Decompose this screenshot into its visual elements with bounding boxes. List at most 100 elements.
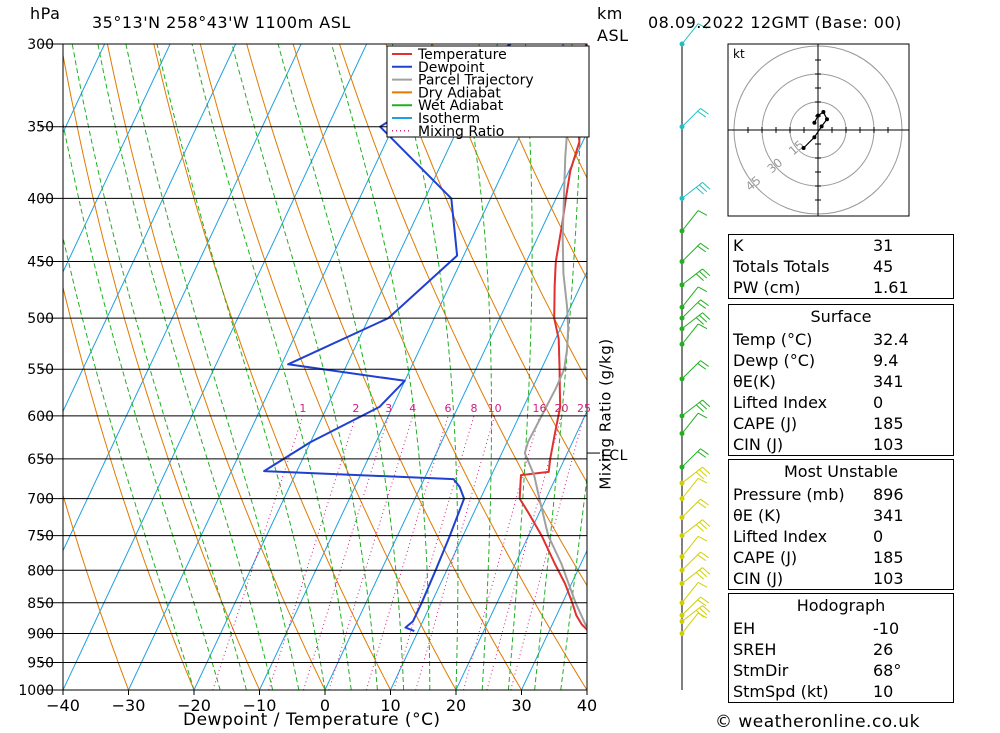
index-label: Lifted Index: [733, 527, 828, 546]
mixing-ratio-label: 2: [352, 402, 359, 415]
wind-barb: [679, 268, 711, 288]
mixing-ratio-label: 4: [409, 402, 416, 415]
wind-barb: [679, 210, 708, 234]
x-tick-label: −10: [243, 696, 277, 715]
wind-barb: [679, 581, 708, 606]
legend-box: [386, 45, 590, 138]
datetime-title: 08.09.2022 12GMT (Base: 00): [648, 13, 902, 32]
index-label: Dewp (°C): [733, 351, 816, 370]
isotherm-line: [324, 131, 587, 690]
index-row-pw: PW (cm) 1.61: [729, 277, 954, 299]
mixing-ratio-label: 1: [299, 402, 306, 415]
dry-adiabat-line: [153, 44, 391, 690]
index-label: θE(K): [733, 372, 776, 391]
mixing-ratio-label: 10: [488, 402, 502, 415]
hodograph-point: [816, 113, 820, 118]
index-value: 26: [873, 640, 894, 659]
index-label: StmSpd (kt): [733, 682, 829, 701]
index-label: θE (K): [733, 506, 781, 525]
y-tick-label: 900: [27, 626, 54, 642]
x-tick-label: −40: [46, 696, 80, 715]
isotherm-line: [259, 44, 564, 690]
dry-adiabat-line: [989, 44, 1000, 690]
index-value: 10: [873, 682, 894, 701]
index-value: -10: [873, 619, 900, 638]
x-tick-label: 30: [511, 696, 531, 715]
wind-barb: [679, 498, 709, 520]
mixing-ratio-axis-label: Mixing Ratio (g/kg): [596, 338, 615, 490]
index-label: Totals Totals: [733, 257, 830, 276]
legend-item-label: Dewpoint: [418, 60, 485, 76]
index-row-tt: Totals Totals 45: [729, 256, 954, 277]
index-value: 9.4: [873, 351, 899, 370]
isotherm-line: [193, 44, 499, 690]
wind-barb: [679, 477, 708, 502]
legend-item-label: Dry Adiabat: [418, 85, 501, 101]
wind-barb: [679, 519, 711, 539]
dry-adiabat-line: [246, 44, 522, 690]
location-title: 35°13'N 258°43'W 1100m ASL: [92, 13, 351, 32]
index-label: CAPE (J): [733, 414, 798, 433]
index-value: 185: [873, 414, 904, 433]
dry-adiabat-line: [431, 44, 587, 382]
wind-barb: [679, 182, 711, 201]
plot-frame: [62, 43, 588, 691]
mixing-ratio-line: [365, 415, 449, 690]
index-label: CIN (J): [733, 569, 784, 588]
isotherm-line: [128, 44, 433, 690]
y-tick-label: 600: [27, 409, 54, 425]
y-tick-label: 850: [27, 596, 54, 612]
legend-item-label: Parcel Trajectory: [418, 73, 534, 89]
wind-barb: [679, 466, 711, 486]
wind-barb: [679, 23, 708, 47]
wind-barb: [679, 286, 708, 310]
wet-adiabat-line: [507, 44, 533, 690]
mixing-ratio-label: 25: [577, 402, 591, 415]
y-tick-label: 300: [27, 37, 54, 53]
y-tick-label: 1000: [18, 683, 54, 699]
wind-barb: [679, 567, 711, 587]
x-tick-label: 20: [446, 696, 466, 715]
y-tick-label: 450: [27, 255, 54, 271]
mixing-ratio-label: 3: [385, 402, 392, 415]
wind-barb: [679, 360, 709, 382]
index-value: 341: [873, 372, 904, 391]
wet-adiabat-line: [71, 44, 247, 690]
dry-adiabat-line: [199, 44, 457, 690]
wind-barb: [679, 596, 709, 618]
isotherm-line: [390, 270, 587, 690]
legend-item-label: Mixing Ratio: [418, 124, 504, 140]
mixing-ratio-label: 6: [445, 402, 452, 415]
wet-adiabat-line: [125, 44, 300, 690]
index-value: 896: [873, 485, 904, 504]
index-value: 185: [873, 548, 904, 567]
wet-adiabat-line: [277, 44, 405, 690]
wet-adiabat-line: [63, 121, 221, 690]
wind-barb: [679, 535, 708, 560]
index-row-k: K 31: [729, 235, 954, 257]
hodograph-point: [825, 117, 829, 122]
legend-item-label: Isotherm: [418, 111, 480, 127]
index-value: 68°: [873, 661, 902, 680]
dry-adiabat-line: [63, 493, 129, 690]
isotherm-line: [455, 410, 587, 690]
dry-adiabat-line: [63, 52, 260, 690]
hodograph-point: [812, 135, 817, 140]
mixing-ratio-label: 20: [555, 402, 569, 415]
x-tick-label: −20: [177, 696, 211, 715]
hodograph-point: [821, 110, 826, 114]
wet-adiabat-line: [560, 473, 587, 690]
x-tick-label: 40: [577, 696, 597, 715]
wind-barb: [679, 412, 708, 437]
indices-table-main: K 31 Totals Totals 45 PW (cm) 1.61: [728, 234, 954, 299]
indices-table-surface: Surface Temp (°C) 32.4 Dewp (°C) 9.4 θE(K)…: [728, 304, 954, 456]
hodograph-point: [801, 146, 806, 150]
legend-item-label: Wet Adiabat: [418, 98, 504, 114]
wind-barb: [679, 108, 709, 130]
index-value: 0: [873, 393, 884, 412]
indices-table-most-unstable: Most Unstable Pressure (mb) 896 θE (K) 341…: [728, 459, 954, 590]
wet-adiabat-line: [613, 44, 716, 690]
index-label: CAPE (J): [733, 548, 798, 567]
x-tick-label: 10: [380, 696, 400, 715]
